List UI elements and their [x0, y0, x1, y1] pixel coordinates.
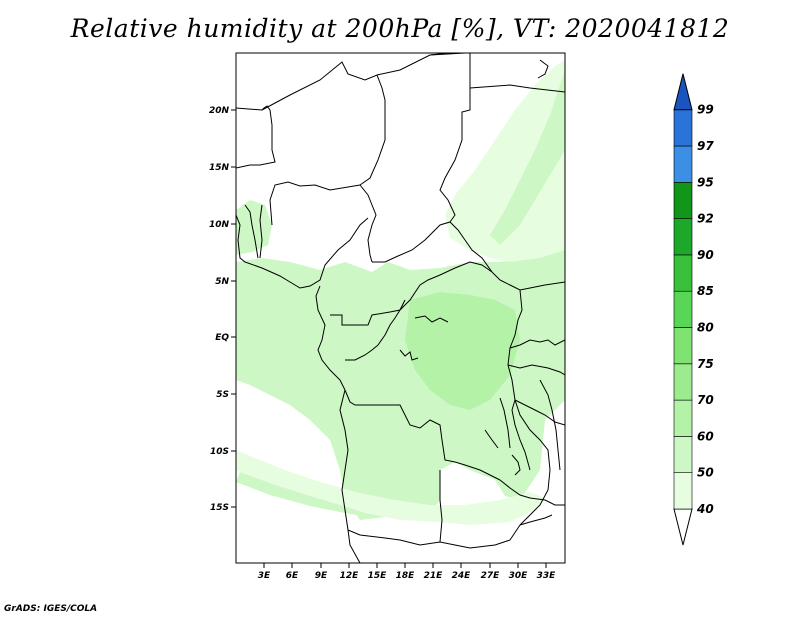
colorbar-label-95: 95	[697, 175, 714, 189]
colorbar-segments	[673, 73, 693, 546]
colorbar-segment-85-90	[673, 254, 693, 292]
lat-label-eq: EQ	[215, 333, 229, 343]
colorbar-segment-40-50	[673, 472, 693, 510]
country-borders	[236, 53, 565, 563]
lat-label-5s: 5S	[216, 390, 229, 400]
lon-label-3e: 3E	[258, 571, 271, 581]
colorbar-label-85: 85	[697, 284, 714, 298]
colorbar-segment-70-75	[673, 363, 693, 401]
humidity-area-west	[236, 200, 272, 255]
map-title: Relative humidity at 200hPa [%], VT: 202…	[70, 14, 730, 43]
colorbar-label-50: 50	[697, 466, 714, 480]
lon-label-6e: 6E	[286, 571, 299, 581]
colorbar-label-60: 60	[697, 429, 714, 443]
colorbar-label-70: 70	[697, 393, 714, 407]
colorbar-segment-60-70	[673, 399, 693, 437]
lat-label-10s: 10S	[210, 447, 229, 457]
colorbar-segment-95-97	[673, 145, 693, 183]
grads-credit: GrADS: IGES/COLA	[4, 604, 98, 614]
colorbar-label-75: 75	[697, 357, 714, 371]
colorbar-label-97: 97	[697, 139, 714, 153]
lon-label-12e: 12E	[340, 571, 360, 581]
colorbar-label-80: 80	[697, 321, 714, 335]
colorbar-label-40: 40	[696, 502, 714, 516]
lon-label-15e: 15E	[368, 571, 388, 581]
map-frame	[235, 52, 566, 564]
latitude-labels: 20N 15N 10N 5N EQ 5S 10S 15S	[209, 106, 230, 513]
colorbar-segment-above-99	[673, 73, 693, 111]
colorbar-segment-80-85	[673, 290, 693, 328]
lon-label-9e: 9E	[315, 571, 328, 581]
colorbar-segment-97-99	[673, 109, 693, 147]
humidity-area-northeast-core	[490, 70, 565, 245]
lon-label-24e: 24E	[452, 571, 472, 581]
lat-label-10n: 10N	[209, 220, 230, 230]
colorbar-segment-50-60	[673, 436, 693, 473]
lon-label-21e: 21E	[424, 571, 444, 581]
colorbar: 40 50 60 70 75 80 85 90 92 95 97 99	[673, 73, 714, 546]
lon-label-30e: 30E	[509, 571, 529, 581]
longitude-labels: 3E 6E 9E 12E 15E 18E 21E 24E 27E 30E 33E	[258, 571, 556, 581]
colorbar-label-92: 92	[697, 212, 714, 226]
colorbar-label-99: 99	[697, 103, 714, 117]
humidity-gap-west	[236, 395, 300, 470]
colorbar-segment-75-80	[673, 327, 693, 365]
colorbar-labels: 40 50 60 70 75 80 85 90 92 95 97 99	[696, 103, 714, 516]
colorbar-label-90: 90	[697, 248, 714, 262]
humidity-area-northeast	[445, 60, 565, 262]
lat-label-15s: 15S	[210, 503, 229, 513]
lat-label-15n: 15N	[209, 163, 230, 173]
lat-label-20n: 20N	[209, 106, 230, 116]
lon-label-33e: 33E	[537, 571, 557, 581]
colorbar-segment-below-40	[673, 508, 693, 546]
humidity-shading	[236, 60, 565, 525]
lon-label-18e: 18E	[396, 571, 416, 581]
lon-label-27e: 27E	[481, 571, 501, 581]
humidity-area-southwest	[236, 450, 545, 525]
colorbar-segment-90-92	[673, 218, 693, 256]
colorbar-segment-92-95	[673, 182, 693, 219]
lat-label-5n: 5N	[215, 277, 229, 287]
axis-ticks	[231, 109, 547, 568]
